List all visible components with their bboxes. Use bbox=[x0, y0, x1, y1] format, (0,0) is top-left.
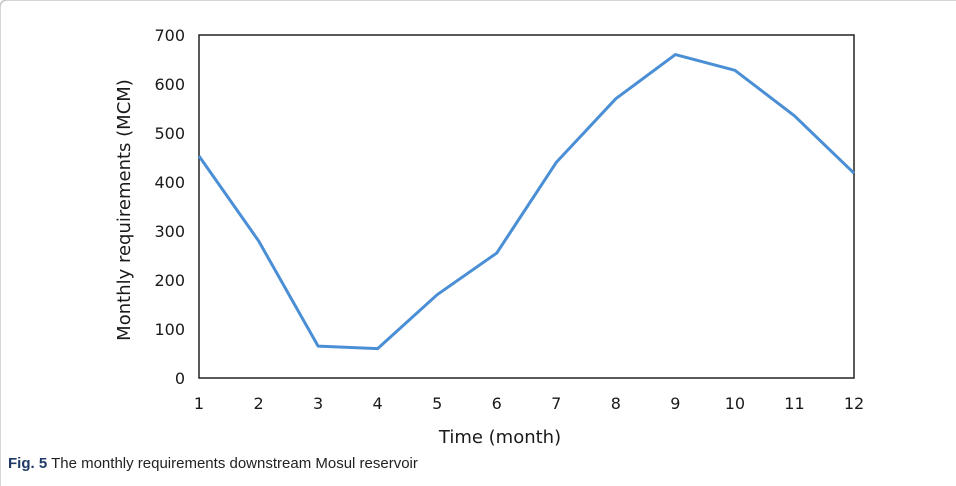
y-tick-label: 700 bbox=[154, 26, 185, 45]
x-axis-label: Time (month) bbox=[438, 427, 561, 448]
x-tick-label: 12 bbox=[844, 394, 864, 413]
y-tick-label: 500 bbox=[154, 124, 185, 143]
y-tick-label: 0 bbox=[175, 369, 185, 388]
y-axis-ticks: 0 100 200 300 400 500 600 700 bbox=[154, 26, 185, 388]
series-group bbox=[197, 53, 856, 351]
y-tick-label: 100 bbox=[154, 320, 185, 339]
y-axis-label: Monthly requirements (MCM) bbox=[114, 79, 135, 341]
y-tick-label: 400 bbox=[154, 173, 185, 192]
x-tick-label: 7 bbox=[551, 394, 561, 413]
figure-number: Fig. 5 bbox=[8, 455, 48, 472]
plot-area-border bbox=[198, 34, 855, 379]
y-tick-label: 600 bbox=[154, 75, 185, 94]
x-tick-label: 2 bbox=[253, 394, 263, 413]
x-tick-label: 4 bbox=[373, 394, 383, 413]
x-tick-label: 5 bbox=[432, 394, 442, 413]
y-tick-label: 200 bbox=[154, 271, 185, 290]
x-tick-label: 10 bbox=[725, 394, 745, 413]
x-tick-label: 8 bbox=[611, 394, 621, 413]
x-axis-ticks: 1 2 3 4 5 6 7 8 9 10 11 12 bbox=[194, 394, 864, 413]
x-tick-label: 11 bbox=[784, 394, 804, 413]
x-tick-label: 6 bbox=[492, 394, 502, 413]
series-line bbox=[197, 53, 856, 351]
y-tick-label: 300 bbox=[154, 222, 185, 241]
figure-caption: Fig. 5 The monthly requirements downstre… bbox=[8, 455, 418, 472]
figure-caption-text: The monthly requirements downstream Mosu… bbox=[51, 455, 418, 472]
x-tick-label: 1 bbox=[194, 394, 204, 413]
x-tick-label: 3 bbox=[313, 394, 323, 413]
x-tick-label: 9 bbox=[670, 394, 680, 413]
